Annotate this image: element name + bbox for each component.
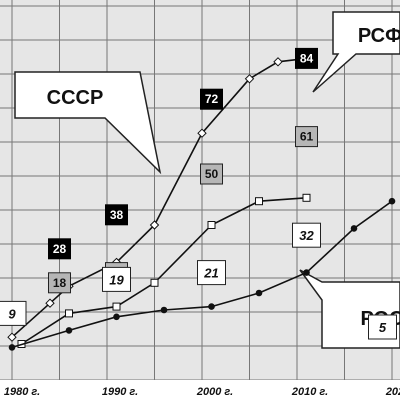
data-label-box-white	[292, 222, 321, 248]
data-label-box-black	[295, 47, 318, 69]
callout-label: СССР	[47, 87, 104, 109]
data-point-square	[65, 309, 73, 318]
x-tick-label: 2010 г.	[291, 386, 328, 398]
data-label-box-gray	[295, 126, 318, 148]
data-label: 84	[300, 51, 314, 65]
callout-СССР-box	[14, 71, 162, 175]
data-label: 18	[53, 276, 67, 290]
data-point-circle	[65, 327, 73, 334]
data-point-circle	[388, 197, 396, 205]
data-point-diamond	[45, 298, 55, 308]
data-label-box-gray	[200, 163, 223, 185]
data-label: 9	[8, 306, 16, 321]
callout-label: РСФ	[358, 25, 400, 47]
data-point-square	[112, 302, 121, 311]
x-tick-label: 2000 г.	[196, 386, 233, 398]
data-label: 21	[203, 266, 218, 281]
x-axis-band	[0, 380, 400, 400]
data-label-box-white	[0, 300, 27, 326]
data-point-square	[207, 221, 216, 229]
data-point-diamond	[7, 332, 17, 342]
data-label: 61	[300, 130, 314, 144]
data-point-diamond	[149, 220, 160, 230]
data-point-circle	[160, 306, 168, 314]
x-tick-label: 1990 г.	[102, 386, 138, 398]
x-tick-label: 1980 г.	[4, 386, 40, 398]
data-point-diamond	[273, 57, 283, 67]
data-point-circle	[255, 289, 263, 297]
data-label: 5	[379, 320, 387, 335]
data-label-box-white	[197, 260, 226, 286]
data-label-box-black	[105, 204, 128, 226]
data-label-box-black	[48, 238, 71, 260]
data-point-diamond	[197, 128, 207, 138]
data-point-diamond	[244, 74, 255, 84]
x-tick-label: 202	[385, 386, 400, 398]
data-label-box-white	[368, 314, 397, 340]
data-point-square	[150, 278, 159, 287]
data-point-square	[302, 193, 311, 202]
data-label: 32	[299, 228, 314, 243]
data-label: 28	[53, 242, 67, 256]
data-point-circle	[303, 269, 310, 276]
data-label: 38	[110, 208, 124, 222]
data-point-square	[255, 197, 263, 206]
data-point-circle	[8, 344, 16, 351]
data-point-circle	[350, 225, 358, 232]
data-point-circle	[113, 313, 120, 321]
data-label-box-white	[102, 266, 131, 292]
callout-РСФ-box	[312, 11, 400, 93]
data-label: 19	[109, 272, 124, 287]
data-label-box-gray	[48, 272, 71, 294]
data-point-circle	[208, 303, 215, 310]
data-label: 50	[205, 167, 219, 181]
data-label: 72	[205, 92, 219, 106]
data-label-box-black	[200, 88, 223, 110]
